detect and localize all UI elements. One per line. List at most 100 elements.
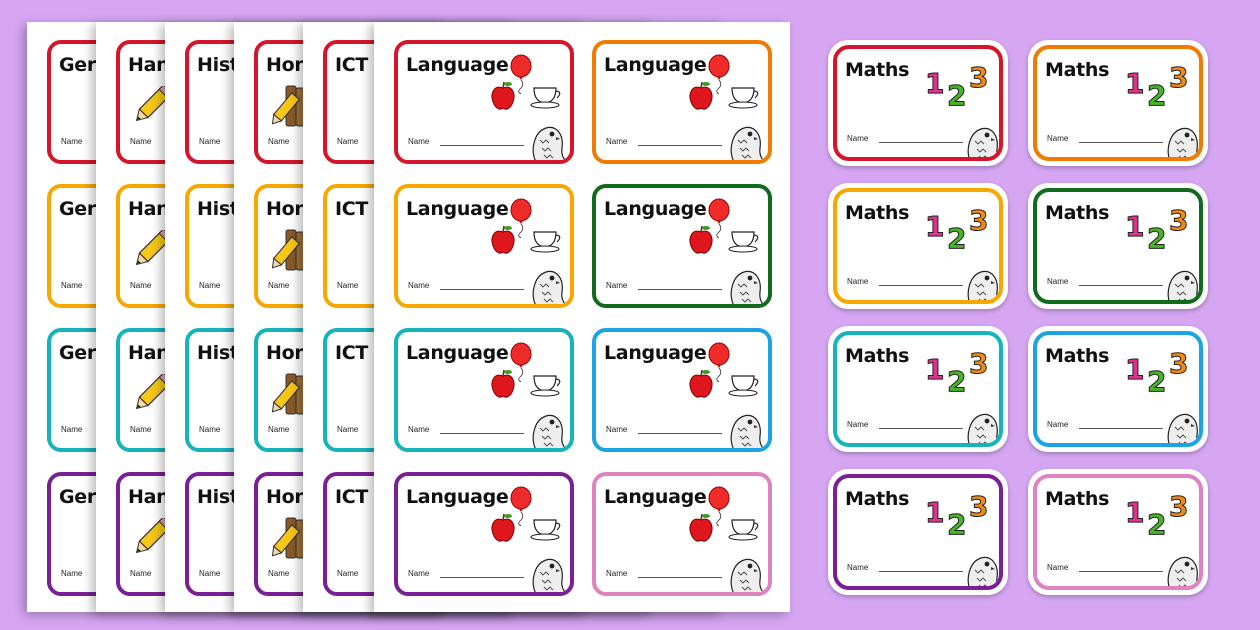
language-label: Language Name bbox=[394, 40, 574, 164]
owl-icon bbox=[963, 123, 999, 157]
maths-label: Maths 1 2 3 Name bbox=[1033, 474, 1203, 590]
name-label: Name bbox=[408, 281, 430, 290]
name-label: Name bbox=[199, 569, 221, 578]
maths-sticker: Maths 1 2 3 Name bbox=[828, 326, 1008, 452]
label-title: Maths bbox=[845, 345, 910, 367]
label-title: ICT bbox=[335, 54, 369, 76]
name-label: Name bbox=[847, 134, 869, 143]
label-title: Hist bbox=[197, 198, 239, 220]
digit-2: 2 bbox=[1146, 79, 1167, 113]
language-label: Language Name bbox=[394, 184, 574, 308]
name-label: Name bbox=[130, 425, 152, 434]
maths-label: Maths 1 2 3 Name bbox=[833, 331, 1003, 447]
owl-icon bbox=[963, 266, 999, 300]
owl-icon bbox=[528, 122, 570, 160]
name-line bbox=[1079, 428, 1163, 429]
apple-icon bbox=[490, 513, 516, 548]
owl-icon bbox=[528, 410, 570, 448]
name-line bbox=[440, 145, 524, 146]
maths-label: Maths 1 2 3 Name bbox=[833, 474, 1003, 590]
label-title: Han bbox=[128, 198, 170, 220]
label-title: Language bbox=[406, 486, 509, 508]
name-line bbox=[1079, 285, 1163, 286]
maths-sticker: Maths 1 2 3 Name bbox=[1028, 40, 1208, 166]
digit-3: 3 bbox=[968, 490, 989, 524]
name-label: Name bbox=[1047, 277, 1069, 286]
apple-icon bbox=[490, 369, 516, 404]
maths-sticker: Maths 1 2 3 Name bbox=[828, 183, 1008, 309]
balloon-icon bbox=[706, 342, 732, 386]
label-title: Han bbox=[128, 54, 170, 76]
owl-icon bbox=[726, 122, 768, 160]
name-label: Name bbox=[606, 281, 628, 290]
maths-sticker: Maths 1 2 3 Name bbox=[1028, 326, 1208, 452]
name-line bbox=[638, 145, 722, 146]
apple-icon bbox=[688, 513, 714, 548]
digit-1: 1 bbox=[924, 496, 945, 530]
digit-3: 3 bbox=[1168, 347, 1189, 381]
name-label: Name bbox=[337, 569, 359, 578]
label-title: ICT bbox=[335, 198, 369, 220]
label-title: Maths bbox=[1045, 488, 1110, 510]
teacup-icon bbox=[530, 372, 566, 402]
label-title: Maths bbox=[1045, 59, 1110, 81]
books-pencil-icon bbox=[268, 372, 312, 424]
apple-icon bbox=[490, 225, 516, 260]
digit-3: 3 bbox=[968, 347, 989, 381]
name-line bbox=[440, 433, 524, 434]
name-label: Name bbox=[199, 281, 221, 290]
name-label: Name bbox=[606, 137, 628, 146]
maths-sticker: Maths 1 2 3 Name bbox=[1028, 469, 1208, 595]
label-title: Language bbox=[604, 342, 707, 364]
label-title: ICT bbox=[335, 486, 369, 508]
label-title: Hist bbox=[197, 54, 239, 76]
digit-1: 1 bbox=[924, 67, 945, 101]
name-line bbox=[638, 577, 722, 578]
maths-sticker: Maths 1 2 3 Name bbox=[1028, 183, 1208, 309]
pencil-icon bbox=[130, 516, 173, 564]
balloon-icon bbox=[508, 54, 534, 98]
name-label: Name bbox=[199, 137, 221, 146]
label-title: Hon bbox=[266, 342, 308, 364]
digit-2: 2 bbox=[1146, 508, 1167, 542]
name-label: Name bbox=[337, 137, 359, 146]
owl-icon bbox=[1163, 409, 1199, 443]
language-label: Language Name bbox=[592, 472, 772, 596]
maths-sticker: Maths 1 2 3 Name bbox=[828, 40, 1008, 166]
balloon-icon bbox=[706, 198, 732, 242]
maths-label: Maths 1 2 3 Name bbox=[833, 188, 1003, 304]
name-label: Name bbox=[408, 137, 430, 146]
digit-1: 1 bbox=[1124, 67, 1145, 101]
digit-1: 1 bbox=[924, 353, 945, 387]
name-label: Name bbox=[606, 425, 628, 434]
balloon-icon bbox=[706, 54, 732, 98]
label-title: Language bbox=[604, 486, 707, 508]
owl-icon bbox=[1163, 266, 1199, 300]
label-title: Hist bbox=[197, 342, 239, 364]
maths-label: Maths 1 2 3 Name bbox=[1033, 45, 1203, 161]
digit-2: 2 bbox=[946, 79, 967, 113]
teacup-icon bbox=[530, 228, 566, 258]
label-title: Hon bbox=[266, 198, 308, 220]
owl-icon bbox=[726, 554, 768, 592]
name-line bbox=[1079, 571, 1163, 572]
maths-label: Maths 1 2 3 Name bbox=[1033, 331, 1203, 447]
pencil-icon bbox=[130, 84, 173, 132]
name-line bbox=[440, 289, 524, 290]
language-label: Language Name bbox=[592, 40, 772, 164]
digit-3: 3 bbox=[968, 204, 989, 238]
label-title: Ger bbox=[59, 198, 96, 220]
digit-2: 2 bbox=[1146, 365, 1167, 399]
digit-3: 3 bbox=[1168, 490, 1189, 524]
name-label: Name bbox=[337, 281, 359, 290]
name-label: Name bbox=[199, 425, 221, 434]
name-line bbox=[879, 142, 963, 143]
maths-label: Maths 1 2 3 Name bbox=[1033, 188, 1203, 304]
books-pencil-icon bbox=[268, 84, 312, 136]
books-pencil-icon bbox=[268, 516, 312, 568]
label-title: Language bbox=[406, 342, 509, 364]
language-label: Language Name bbox=[394, 472, 574, 596]
